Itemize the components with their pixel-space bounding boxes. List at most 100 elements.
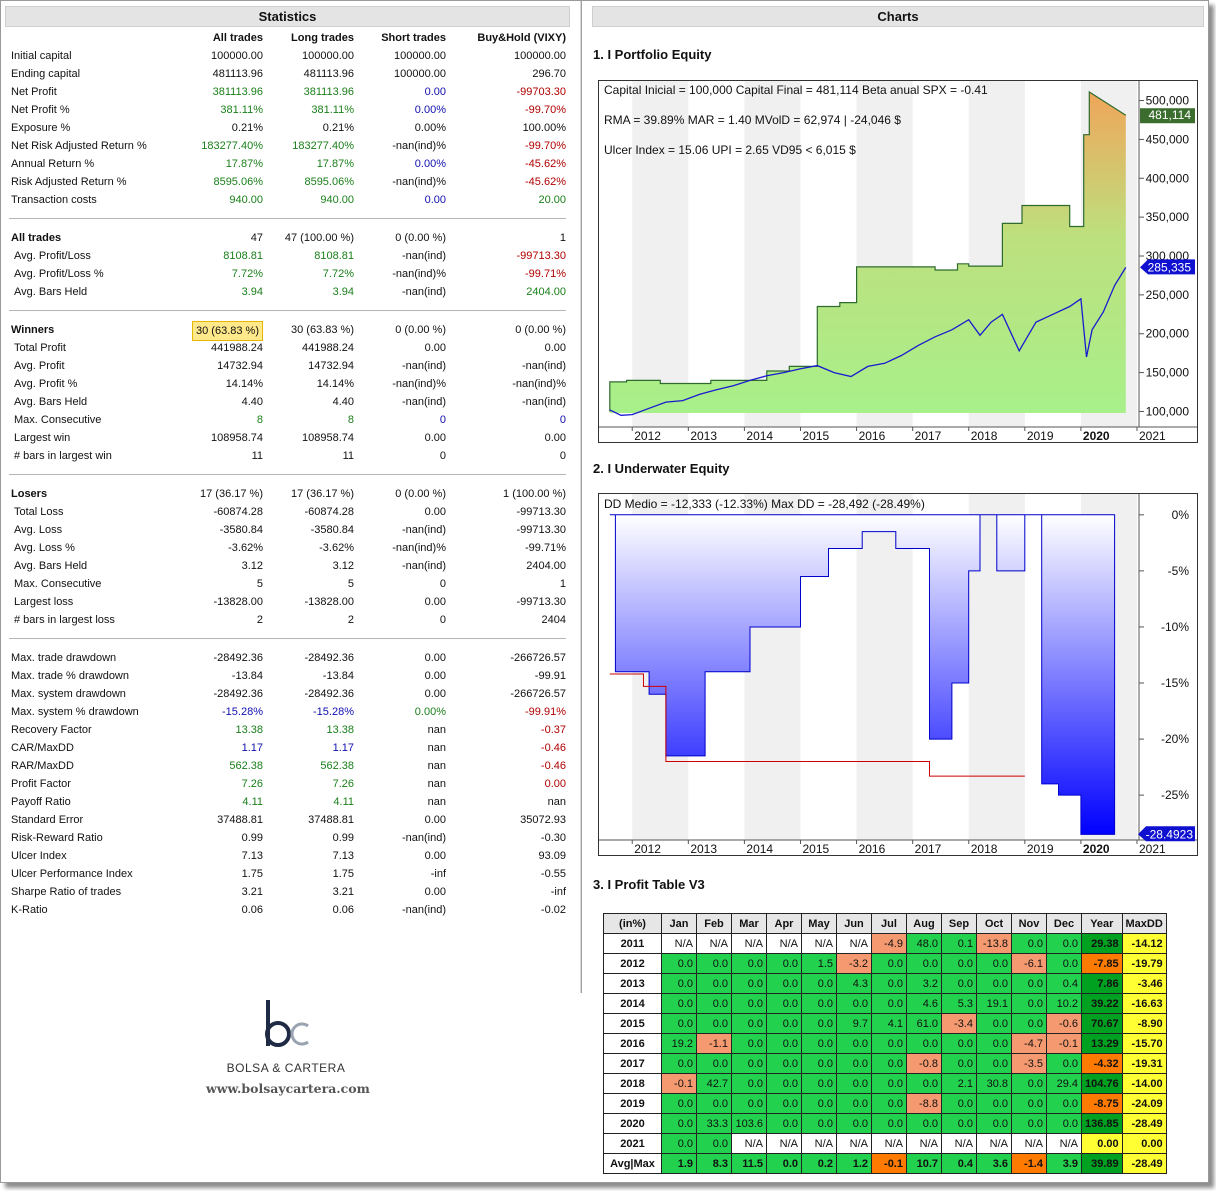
stat-value: nan xyxy=(427,760,446,772)
profit-table-cell: 0.0 xyxy=(731,1033,767,1054)
stat-value: 3.12 xyxy=(332,560,354,572)
profit-table-cell: N/A xyxy=(836,933,872,954)
profit-table-cell: 39.89 xyxy=(1081,1153,1123,1174)
stat-value: -15.28% xyxy=(313,706,354,718)
stat-label: Recovery Factor xyxy=(11,724,92,736)
profit-table-year: 2012 xyxy=(603,953,662,974)
stat-label: Max. system drawdown xyxy=(11,688,126,700)
profit-table-cell: 0.0 xyxy=(801,1033,837,1054)
profit-table-cell: 0.0 xyxy=(836,1073,872,1094)
stat-value: 8108.81 xyxy=(314,250,354,262)
profit-table-cell: 0.00 xyxy=(1081,1133,1123,1154)
profit-table-cell: -8.75 xyxy=(1081,1093,1123,1114)
stat-value: 7.72% xyxy=(231,268,263,280)
stat-row: Total Profit 441988.24 441988.24 0.00 0.00 xyxy=(5,339,570,357)
stat-value: -0.02 xyxy=(540,904,566,916)
stat-label: Max. trade drawdown xyxy=(11,652,117,664)
y-tick-label: 450,000 xyxy=(1146,132,1190,146)
stat-row: # bars in largest win 11 11 0 0 xyxy=(5,447,570,465)
profit-table-cell: 0.0 xyxy=(976,1093,1012,1114)
stat-value: 30 (63.83 %) xyxy=(291,324,354,336)
stat-value: 0.99 xyxy=(241,832,263,844)
profit-table-cell: N/A xyxy=(906,1133,942,1154)
stat-value: 8595.06% xyxy=(304,176,354,188)
profit-table-cell: 0.0 xyxy=(871,953,907,974)
stat-label: Avg. Profit % xyxy=(14,378,78,390)
profit-table-cell: -3.2 xyxy=(836,953,872,974)
stat-value: 2404.00 xyxy=(526,560,566,572)
y-tick-label: 400,000 xyxy=(1146,171,1190,185)
stat-value: 8108.81 xyxy=(223,250,263,262)
stat-value: 0.00 xyxy=(424,688,446,700)
profit-table-cell: 10.7 xyxy=(906,1153,942,1174)
x-tick-label: 2012 xyxy=(634,842,661,855)
profit-table-cell: 11.5 xyxy=(731,1153,767,1174)
stat-label: Avg. Bars Held xyxy=(14,396,88,408)
y-tick-label: -20% xyxy=(1161,732,1189,746)
stat-row: Net Profit % 381.11% 381.11% 0.00% -99.70% xyxy=(5,101,570,119)
profit-table-cell: 4.6 xyxy=(906,993,942,1014)
stat-label: Avg. Bars Held xyxy=(14,286,88,298)
stat-value: -0.46 xyxy=(540,742,566,754)
profit-table-cell: 0.0 xyxy=(1046,1093,1082,1114)
stat-value: 0.00 xyxy=(424,86,446,98)
profit-table-cell: 0.0 xyxy=(976,973,1012,994)
stat-value: 0.00 xyxy=(424,506,446,518)
stat-label: Standard Error xyxy=(11,814,84,826)
stat-value: -99.91% xyxy=(525,706,566,718)
profit-table-cell: 0.0 xyxy=(661,953,697,974)
profit-table-header-cell: Feb xyxy=(696,913,732,934)
stat-value: -45.62% xyxy=(525,158,566,170)
profit-table-cell: N/A xyxy=(941,1133,977,1154)
profit-table-cell: -0.1 xyxy=(661,1073,697,1094)
stat-value: -99703.30 xyxy=(516,86,566,98)
profit-table-cell: 42.7 xyxy=(696,1073,732,1094)
panel-splitter[interactable] xyxy=(580,1,582,993)
stat-value: 3.94 xyxy=(241,286,263,298)
profit-table-cell: 48.0 xyxy=(906,933,942,954)
profit-table-header-cell: Nov xyxy=(1011,913,1047,934)
profit-table-cell: -6.1 xyxy=(1011,953,1047,974)
stat-value: -3580.84 xyxy=(219,524,263,536)
equity-section-title: 1. I Portfolio Equity xyxy=(593,47,712,62)
stat-value: 2404 xyxy=(541,614,566,626)
stat-label: Winners xyxy=(11,324,55,336)
profit-table-cell: 0.0 xyxy=(941,1113,977,1134)
x-tick-label: 2015 xyxy=(802,842,829,855)
profit-table-row: Avg|Max 1.9 8.3 11.5 0.0 0.2 1.2 -0.1 10.7 0.4 3.6… xyxy=(603,1153,1167,1174)
stat-row: Max. trade % drawdown -13.84 -13.84 0.00 -99… xyxy=(5,667,570,685)
profit-table-year: 2015 xyxy=(603,1013,662,1034)
stat-value: -266726.57 xyxy=(510,688,566,700)
stat-value: 0.00 xyxy=(424,670,446,682)
profit-table-cell: 3.9 xyxy=(1046,1153,1082,1174)
profit-table-cell: N/A xyxy=(976,1133,1012,1154)
stat-label: Payoff Ratio xyxy=(11,796,71,808)
profit-table-cell: -28.49 xyxy=(1121,1153,1167,1174)
stat-value: 14732.94 xyxy=(308,360,354,372)
stat-value: nan xyxy=(547,796,566,808)
stat-value: 47 xyxy=(250,232,263,244)
section-divider xyxy=(9,638,566,639)
stat-value: 0 xyxy=(559,414,566,426)
equity-chart-svg: 2012 2013 2014 2015 2016 2017 2018 2019 2020 2021… xyxy=(599,81,1197,443)
profit-table-cell: 0.0 xyxy=(696,1133,732,1154)
stat-value: -nan(ind)% xyxy=(512,378,566,390)
profit-table-cell: -7.85 xyxy=(1081,953,1123,974)
stat-value: 3.94 xyxy=(332,286,354,298)
stat-row: Ulcer Index 7.13 7.13 0.00 93.09 xyxy=(5,847,570,865)
stat-row: Net Risk Adjusted Return % 183277.40% 1832… xyxy=(5,137,570,155)
stat-value: 0 (0.00 %) xyxy=(395,232,446,244)
profit-table-cell: -14.00 xyxy=(1121,1073,1167,1094)
stat-value: 0.06 xyxy=(332,904,354,916)
profit-table-cell: 0.0 xyxy=(871,1113,907,1134)
profit-table-cell: 0.0 xyxy=(766,1013,802,1034)
profit-table-cell: 19.1 xyxy=(976,993,1012,1014)
x-tick-label: 2019 xyxy=(1027,429,1054,442)
profit-table-header-row: (in%) Jan Feb Mar Apr May Jun Jul Aug Sep Oct Nov De… xyxy=(603,913,1167,934)
profit-table-row: 2013 0.0 0.0 0.0 0.0 0.0 4.3 0.0 3.2 0.0 0.0 0.0 0.4… xyxy=(603,973,1167,994)
profit-table-cell: 13.29 xyxy=(1081,1033,1123,1054)
x-tick-label: 2020 xyxy=(1083,429,1110,442)
profit-table-cell: N/A xyxy=(731,933,767,954)
stat-label: Avg. Profit/Loss % xyxy=(14,268,104,280)
stat-label: Sharpe Ratio of trades xyxy=(11,886,122,898)
